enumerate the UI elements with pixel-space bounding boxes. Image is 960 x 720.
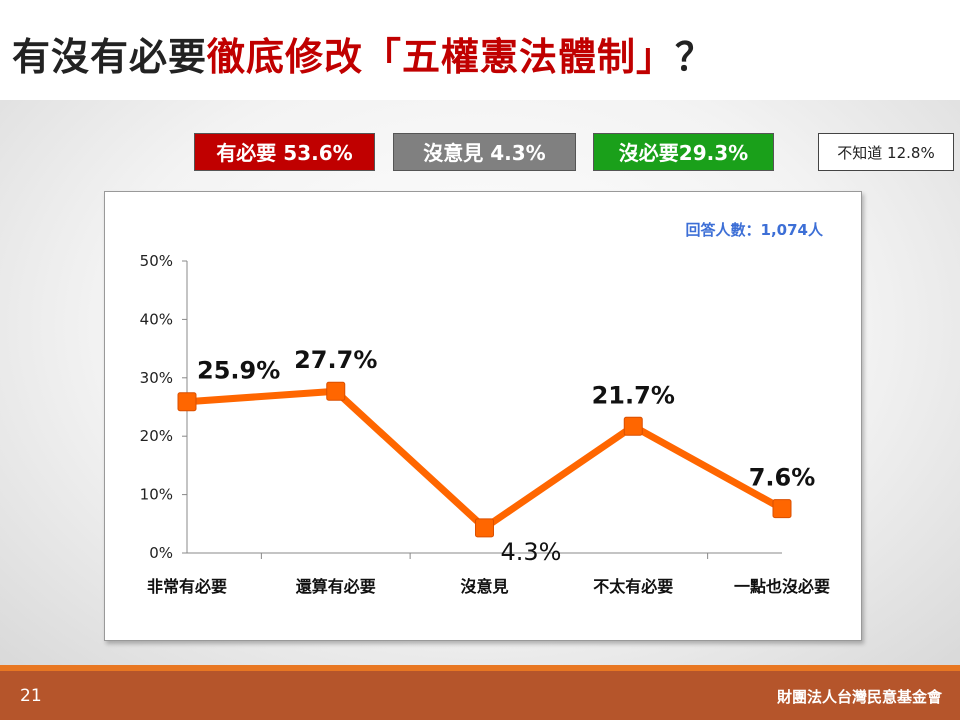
data-label: 4.3%: [501, 538, 562, 566]
x-category-label: 還算有必要: [296, 577, 376, 596]
y-tick-label: 40%: [140, 310, 173, 328]
data-label: 7.6%: [749, 464, 816, 492]
data-point: [177, 392, 197, 412]
data-label: 27.7%: [294, 346, 377, 374]
x-category-label: 非常有必要: [147, 577, 227, 596]
footer-bar: 21 財團法人台灣民意基金會: [0, 671, 960, 720]
organization-name: 財團法人台灣民意基金會: [776, 688, 942, 706]
y-tick-label: 0%: [149, 544, 173, 562]
x-category-label: 沒意見: [460, 577, 508, 596]
y-tick-label: 20%: [140, 427, 173, 445]
slide-title: 有沒有必要徹底修改「五權憲法體制」？: [12, 26, 714, 81]
series-line: [186, 387, 784, 532]
x-category-label: 不太有必要: [593, 577, 673, 596]
x-category-label: 一點也沒必要: [734, 577, 830, 596]
summary-neutral-badge: 沒意見 4.3%: [393, 133, 576, 171]
data-point: [623, 416, 643, 436]
summary-unnecessary-badge: 沒必要29.3%: [593, 133, 774, 171]
line-chart-frame: 回答人數：1,074人 0% 10% 20% 30% 40% 50% 非常有必要 還算有必要 沒意…: [104, 191, 862, 641]
y-tick-label: 10%: [140, 486, 173, 504]
page-number: 21: [20, 686, 42, 706]
y-tick-label: 30%: [140, 369, 173, 387]
summary-necessary-badge: 有必要 53.6%: [194, 133, 375, 171]
footer-accent-strip: [0, 665, 960, 671]
line-chart: 回答人數：1,074人 0% 10% 20% 30% 40% 50% 非常有必要 還算有必要 沒意…: [140, 221, 830, 596]
title-suffix: ？: [675, 35, 715, 79]
title-prefix: 有沒有必要: [12, 35, 208, 79]
title-highlight: 徹底修改「五權憲法體制」: [207, 35, 676, 79]
data-label: 21.7%: [592, 381, 675, 409]
title-bar: 有沒有必要徹底修改「五權憲法體制」？: [0, 0, 960, 100]
data-point: [475, 518, 494, 538]
summary-dont-know-badge: 不知道 12.8%: [818, 133, 954, 171]
data-label: 25.9%: [197, 357, 280, 385]
data-point: [326, 381, 346, 401]
respondent-count-note: 回答人數：1,074人: [686, 221, 824, 239]
data-point: [772, 499, 792, 519]
y-tick-label: 50%: [140, 252, 173, 270]
